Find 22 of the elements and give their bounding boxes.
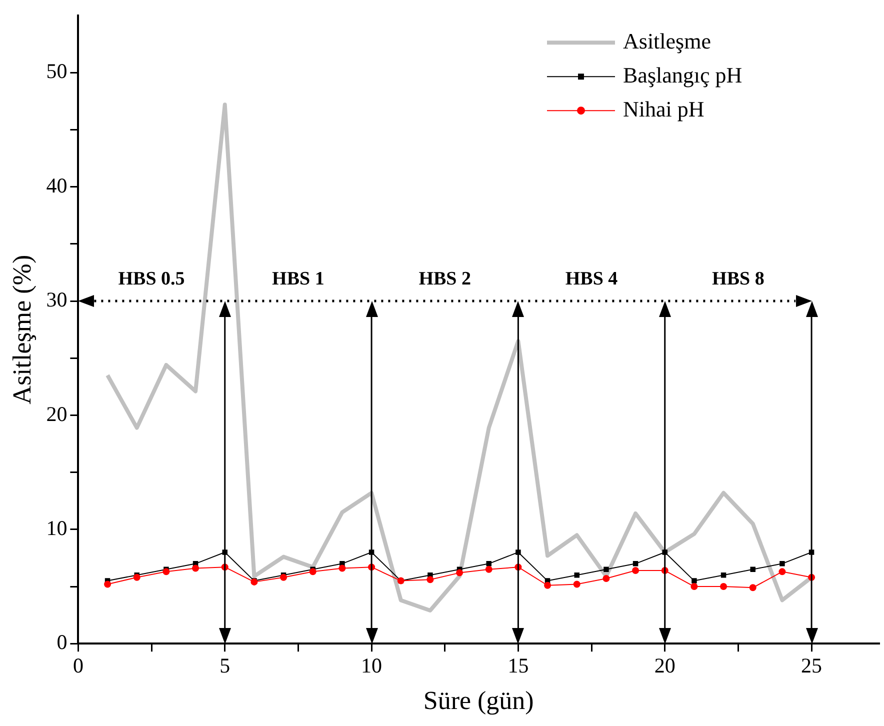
annotation: HBS 0.5 — [118, 268, 185, 290]
x-tick-label: 20 — [654, 654, 676, 678]
x-axis-title: Süre (gün) — [423, 686, 534, 716]
legend-label: Başlangıç pH — [623, 62, 742, 88]
legend-label: Nihai pH — [623, 96, 704, 122]
annotation: HBS 8 — [712, 268, 764, 290]
x-tick-label: 10 — [361, 654, 382, 678]
annotation: HBS 1 — [272, 268, 324, 290]
legend-label: Asitleşme — [623, 28, 711, 54]
y-tick-label: 30 — [46, 288, 68, 312]
y-tick-label: 10 — [46, 516, 68, 540]
y-tick-label: 0 — [56, 630, 68, 654]
y-axis-title: Asitleşme (%) — [7, 254, 36, 404]
x-tick-label: 0 — [72, 654, 84, 678]
y-tick-label: 20 — [46, 402, 68, 426]
y-tick-label: 40 — [46, 173, 68, 198]
x-tick-label: 25 — [801, 654, 822, 678]
x-tick-label: 5 — [220, 654, 230, 678]
y-tick-label: 50 — [46, 59, 68, 84]
x-tick-label: 15 — [508, 654, 529, 678]
annotation: HBS 2 — [418, 268, 472, 290]
annotation: HBS 4 — [565, 268, 618, 290]
